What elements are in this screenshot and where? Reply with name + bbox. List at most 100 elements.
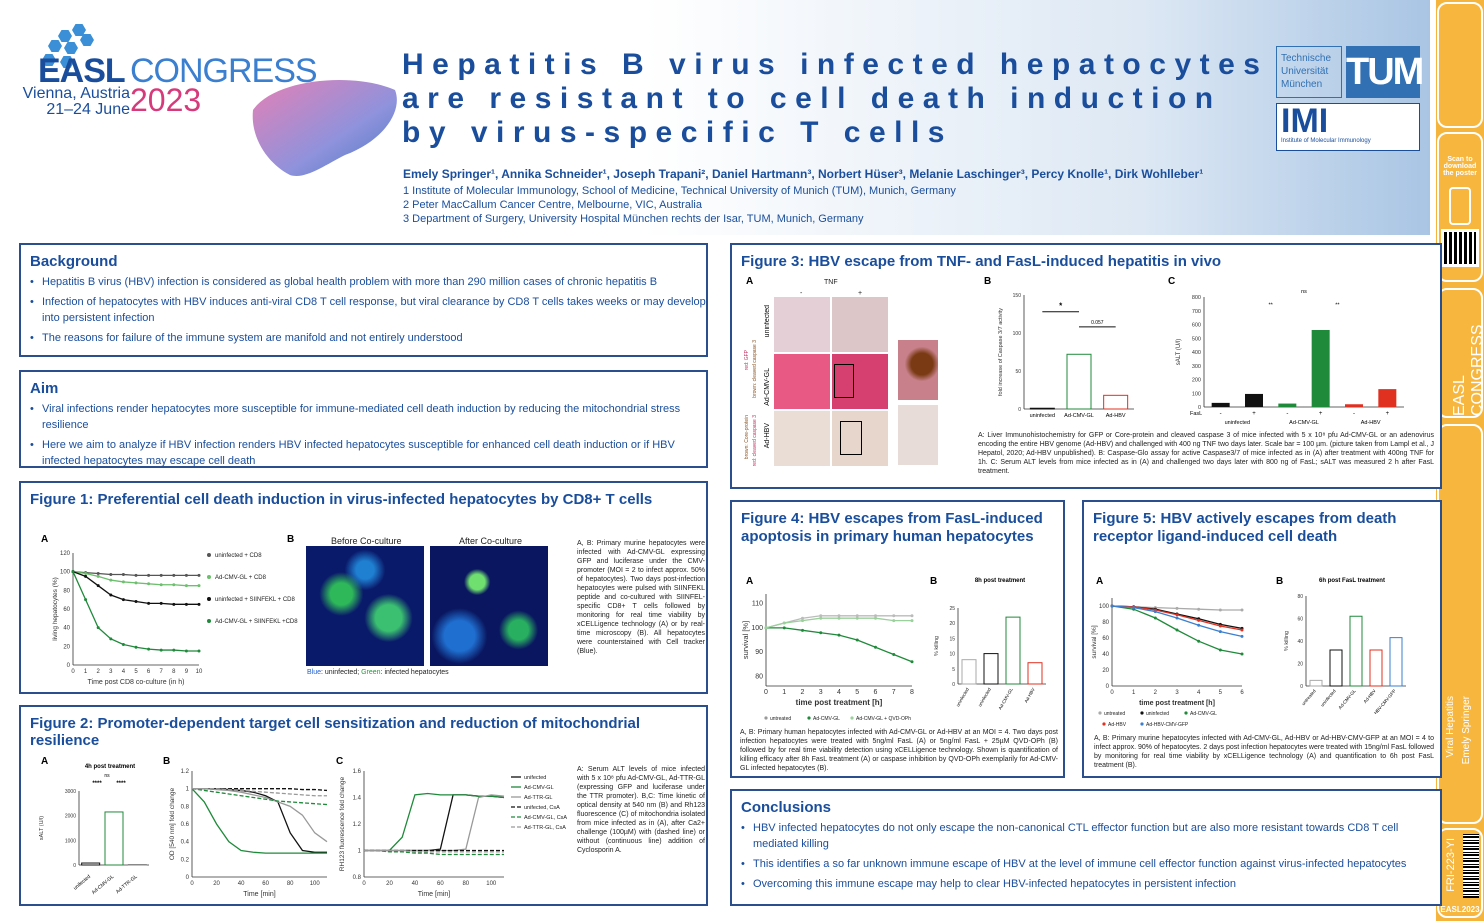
panel-label: A <box>746 576 754 587</box>
series-line <box>192 788 327 797</box>
series-line <box>766 627 913 663</box>
bar <box>1005 616 1021 685</box>
series-line <box>364 792 505 852</box>
data-point <box>892 614 896 618</box>
y-tick-label: 1000 <box>65 838 76 844</box>
fig1a-chart: 0 20 40 60 80 100 120 0 1 2 3 4 5 6 7 8 9 10 living hepato… <box>52 551 298 686</box>
group-label: uninfected <box>1225 420 1250 426</box>
y-tick-label: 0.8 <box>353 875 362 881</box>
phone-icon <box>1449 187 1471 225</box>
x-tick-label: 20 <box>213 881 220 887</box>
fig4b-chart: 8h post treatment 0 5 10 15 20 25 % killing unin… <box>934 578 1046 711</box>
y-tick-label: 2000 <box>65 814 76 820</box>
x-tick-label: 40 <box>238 881 245 887</box>
sidebar-congress-panel: EASL CONGRESS <box>1437 288 1484 418</box>
minus-label: - <box>800 290 803 297</box>
data-point <box>1240 652 1244 656</box>
panel-label: B <box>930 576 938 587</box>
y-tick-label: 20 <box>1102 668 1109 674</box>
data-point <box>855 614 859 618</box>
chart-title: 8h post treatment <box>975 578 1025 584</box>
row-note: brown: Core-protein <box>744 415 750 460</box>
data-point <box>837 614 841 618</box>
micrograph-after <box>430 546 548 666</box>
x-tick-label: 8 <box>910 689 914 696</box>
data-point <box>184 649 188 653</box>
data-point <box>1132 606 1136 610</box>
x-tick-label: 1 <box>782 689 786 696</box>
y-tick-label: 600 <box>1192 323 1201 329</box>
x-axis-label: time post treatment [h] <box>796 698 883 707</box>
y-tick-label: 0 <box>1300 684 1303 690</box>
y-tick-label: 40 <box>63 626 70 632</box>
y-axis-label: survival [%] <box>741 621 750 659</box>
tnf-label: TNF <box>824 279 838 286</box>
panel-label: B <box>1276 576 1284 587</box>
y-tick-label: 3000 <box>65 789 76 795</box>
y-tick-label: 0.8 <box>181 804 190 810</box>
y-tick-label: 1 <box>358 849 362 855</box>
list-item: Viral infections render hepatocytes more… <box>30 401 706 433</box>
y-tick-label: 80 <box>1102 620 1109 626</box>
data-point <box>134 573 138 577</box>
legend-marker <box>1140 722 1144 726</box>
y-tick-label: 20 <box>1297 662 1303 668</box>
significance-label: ** <box>1335 303 1340 309</box>
list-item: Here we aim to analyze if HBV infection … <box>30 437 706 469</box>
data-point <box>874 645 877 649</box>
data-point <box>910 660 914 664</box>
legend-label: uninfected <box>1146 711 1169 717</box>
x-axis-label: Time [min] <box>418 891 450 898</box>
affiliation-2: 2 Peter MacCallum Cancer Centre, Melbour… <box>403 199 702 211</box>
sidebar-scan-panel: Scan to download the poster <box>1437 132 1483 282</box>
imi-logo: IMI Institute of Molecular Immunology <box>1276 103 1420 151</box>
figure-caption: A, B: Primary murine hepatocytes infecte… <box>1094 735 1434 769</box>
x-tick-label: 20 <box>386 881 393 887</box>
background-section: Background Hepatitis B virus (HBV) infec… <box>19 243 708 357</box>
fig4-legend: untreated Ad-CMV-GL Ad-CMV-GL + QVD-OPh <box>764 716 911 722</box>
histology-zoom <box>898 340 938 400</box>
x-tick-label: uninfected <box>1030 413 1055 419</box>
figure-2-section: Figure 2: Promoter-dependent target cell… <box>19 705 708 906</box>
x-tick-label: uninfected <box>977 687 992 708</box>
data-point <box>782 626 786 630</box>
bar <box>1029 407 1055 410</box>
data-point <box>1240 628 1244 632</box>
y-tick-label: 0.6 <box>181 822 190 828</box>
bar <box>1027 662 1043 685</box>
y-tick-label: 1.2 <box>181 769 190 775</box>
y-tick-label: 60 <box>1102 636 1109 642</box>
fasl-label: FasL <box>1190 411 1202 417</box>
significance-label: **** <box>116 781 126 787</box>
bar <box>961 659 977 685</box>
micrograph-before <box>306 546 424 666</box>
legend-label: Ad-CMV-GL <box>813 716 840 722</box>
legend-label: Ad-CMV-GL + SIINFEKL +CD8 <box>215 619 298 625</box>
qr-code[interactable] <box>1441 229 1479 267</box>
data-point <box>837 616 841 620</box>
x-tick-label: 60 <box>437 881 444 887</box>
sidebar-info-panel: Viral Hepatitis Emely Springer <box>1437 424 1483 824</box>
x-tick-label: 1 <box>1132 690 1136 696</box>
x-tick-label: 3 <box>819 689 823 696</box>
data-point <box>892 619 896 623</box>
y-tick-label: 110 <box>752 601 763 608</box>
x-tick-label: 6 <box>147 669 151 675</box>
data-point <box>1110 604 1114 608</box>
histology-image <box>832 411 888 466</box>
data-point <box>197 573 201 577</box>
significance-label: * <box>1059 302 1063 311</box>
histology-image <box>832 354 888 409</box>
x-tick-label: 80 <box>462 881 469 887</box>
y-tick-label: 700 <box>1192 309 1201 315</box>
section-heading: Background <box>30 253 118 270</box>
x-tick-label: Ad-HBV <box>1106 413 1126 419</box>
data-point <box>1197 607 1201 611</box>
fig5b-chart: 6h post FasL treatment 0 20 40 60 80 % killing… <box>1284 578 1406 714</box>
y-tick-label: 100 <box>1013 331 1022 337</box>
x-tick-label: 0 <box>1110 690 1114 696</box>
congress-year: 2023 <box>130 82 202 118</box>
x-tick-label: uninfected <box>955 687 970 708</box>
y-axis-label: sALT (U/l) <box>1176 339 1182 365</box>
row-note: brown: cleaved caspase 3 <box>752 340 758 398</box>
